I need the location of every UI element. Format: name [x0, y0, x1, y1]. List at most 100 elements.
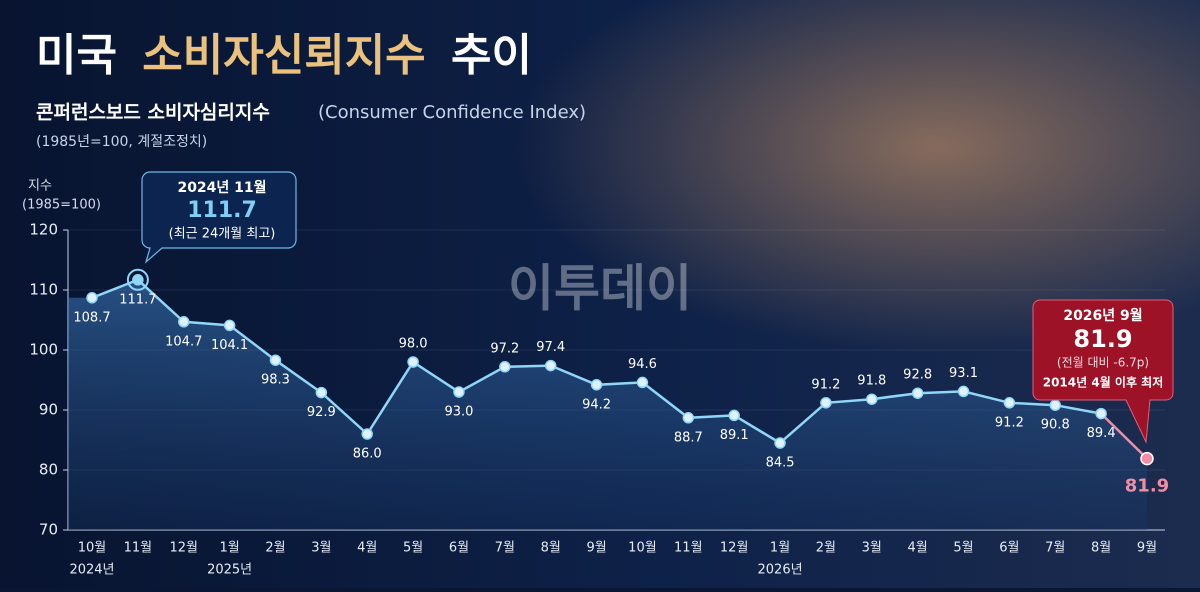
- point: [911, 387, 924, 399]
- point: [361, 428, 373, 440]
- callout-value: 111.7: [187, 198, 257, 223]
- y-axis-label: 지수: [28, 179, 52, 194]
- value-label: 86.0: [353, 447, 382, 462]
- x-tick-label: 6월: [999, 541, 1019, 556]
- value-label: 91.2: [995, 415, 1024, 430]
- y-tick-label: 100: [29, 341, 58, 359]
- subtitle-en: (Consumer Confidence Index): [318, 102, 586, 123]
- x-tick-label: 9월: [586, 541, 606, 556]
- value-label: 84.5: [766, 456, 795, 471]
- x-tick-label: 10월: [78, 541, 107, 556]
- value-label: 94.6: [628, 357, 657, 372]
- point: [1140, 451, 1154, 466]
- value-label: 94.2: [582, 397, 611, 412]
- point: [499, 361, 511, 373]
- point: [453, 386, 465, 398]
- y-tick-label: 110: [29, 281, 58, 299]
- value-label: 90.8: [1041, 418, 1070, 433]
- point: [86, 292, 98, 304]
- value-label: 108.7: [73, 310, 110, 325]
- value-label: 93.0: [444, 405, 473, 420]
- point: [728, 409, 740, 422]
- point: [866, 393, 878, 405]
- x-tick-label: 7월: [1045, 541, 1065, 556]
- x-tick-label: 5월: [403, 541, 423, 556]
- point: [269, 354, 282, 366]
- x-tick-label: 9월: [1137, 541, 1157, 556]
- x-tick-label: 6월: [449, 541, 469, 556]
- value-label: 97.2: [490, 341, 519, 356]
- note: (1985년=100, 계절조정치): [36, 134, 207, 150]
- callout-box: [1032, 299, 1174, 444]
- title-part: 추이: [451, 30, 532, 81]
- point: [682, 412, 695, 424]
- callout-text: 2026년 9월: [1063, 307, 1142, 324]
- value-label: 88.7: [674, 430, 703, 445]
- point: [820, 397, 832, 409]
- title-part: 소비자신뢰지수: [142, 30, 425, 81]
- x-tick-label: 11월: [674, 541, 703, 556]
- value-label: 91.8: [857, 374, 886, 389]
- point: [1095, 407, 1107, 420]
- callout-value: 81.9: [1073, 325, 1132, 353]
- callout-text: 2014년 4월 이후 최저: [1043, 375, 1164, 390]
- highlight-ring: [126, 268, 149, 291]
- x-tick-label: 3월: [311, 541, 331, 556]
- x-tick-label: 12월: [720, 541, 749, 556]
- x-tick-label: 4월: [908, 541, 928, 556]
- x-tick-label: 10월: [628, 541, 657, 556]
- value-label: 104.7: [165, 334, 202, 349]
- x-tick-label: 4월: [357, 541, 377, 556]
- value-label: 93.1: [949, 366, 978, 381]
- callout-text: 2024년 11월: [177, 179, 266, 196]
- y-tick-label: 90: [39, 401, 58, 419]
- point: [1003, 397, 1016, 409]
- x-tick-label: 2월: [265, 541, 285, 556]
- callout-text: (최근 24개월 최고): [169, 227, 276, 242]
- point: [957, 385, 970, 398]
- area: [68, 279, 1147, 530]
- x-tick-label: 1월: [770, 541, 790, 556]
- x-tick-label: 7월: [495, 541, 515, 556]
- x-group-label: 2024년: [69, 563, 114, 578]
- value-label: 111.7: [119, 292, 156, 307]
- point: [132, 274, 144, 286]
- value-label: 92.9: [307, 405, 336, 420]
- watermark: 이투데이: [508, 260, 692, 318]
- point: [544, 359, 557, 372]
- y-tick-label: 70: [39, 521, 58, 539]
- value-label: 91.2: [811, 377, 840, 392]
- callout-text: (전월 대비 -6.7p): [1057, 356, 1149, 370]
- x-tick-label: 5월: [953, 541, 973, 556]
- subtitle: 콘퍼런스보드 소비자심리지수: [36, 102, 270, 124]
- value-label: 97.4: [536, 340, 565, 355]
- x-tick-label: 3월: [862, 541, 882, 556]
- x-tick-label: 1월: [219, 541, 239, 556]
- value-label: 92.8: [903, 368, 932, 383]
- value-label: 98.0: [399, 337, 428, 352]
- point: [223, 319, 236, 332]
- point: [590, 379, 603, 391]
- point: [407, 356, 419, 368]
- value-label: 89.4: [1087, 426, 1116, 441]
- x-group-label: 2026년: [758, 563, 803, 578]
- x-tick-label: 2월: [816, 541, 836, 556]
- x-tick-label: 11월: [124, 541, 153, 556]
- chart-title: 미국 소비자신뢰지수 추이: [36, 30, 532, 81]
- value-label: 104.1: [211, 338, 248, 353]
- point: [1049, 399, 1062, 411]
- y-tick-label: 120: [29, 221, 58, 239]
- point: [177, 316, 190, 328]
- x-tick-label: 8월: [1091, 541, 1111, 556]
- x-tick-label: 8월: [541, 541, 561, 556]
- y-axis-label: (1985=100): [22, 198, 101, 213]
- y-tick-label: 80: [39, 461, 58, 479]
- value-label: 89.1: [720, 428, 749, 443]
- x-group-label: 2025년: [207, 563, 252, 578]
- title-part: 미국: [36, 30, 117, 81]
- line-drop: [1100, 412, 1148, 460]
- value-label: 98.3: [261, 373, 290, 388]
- x-tick-label: 12월: [169, 541, 198, 556]
